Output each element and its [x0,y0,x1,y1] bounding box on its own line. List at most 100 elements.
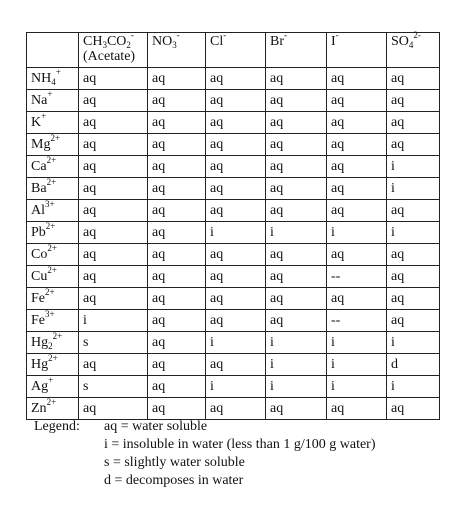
solubility-cell: aq [205,397,266,420]
cation-charge: 2+ [47,264,57,275]
cation-cell: Fe3+ [26,309,79,332]
anion-charge: - [335,30,339,40]
solubility-cell: i [205,331,266,354]
solubility-cell: aq [78,89,148,112]
solubility-cell: aq [265,309,327,332]
legend-item: s = slightly water soluble [104,455,245,470]
cation-charge: 2+ [46,176,57,187]
solubility-cell: aq [386,67,440,90]
table-row: K+ aq aq aq aq aq aq [26,111,440,134]
cation-charge: 2+ [47,242,57,253]
anion-common-name: (Acetate) [83,49,136,64]
table-row: Hg2+ aq aq aq i i d [26,352,440,376]
cation-charge: 2+ [52,330,63,341]
solubility-cell: i [326,375,387,398]
solubility-cell: i [386,177,440,200]
solubility-cell: aq [205,155,266,178]
anion-charge: - [130,30,134,40]
solubility-cell: aq [265,67,327,90]
solubility-cell: aq [147,89,206,112]
cation-symbol: Fe [31,312,45,328]
solubility-cell: aq [326,133,387,156]
cation-symbol: Co [31,246,48,262]
anion-charge: - [223,30,227,40]
solubility-cell: aq [205,111,266,134]
anion-symbol: I [331,34,336,49]
anion-header-cell: I- [326,30,387,68]
cation-symbol: Fe [31,290,45,306]
solubility-cell: aq [205,89,266,112]
solubility-cell: aq [265,265,327,288]
solubility-cell: aq [326,89,387,112]
solubility-cell: aq [147,309,206,332]
legend-item: aq = water soluble [104,419,208,434]
anion-header-cell: Br- [265,31,327,68]
legend-title: Legend: [34,419,80,434]
solubility-cell: aq [326,199,387,222]
solubility-cell: d [386,353,440,376]
solubility-cell: aq [386,265,440,288]
solubility-cell: aq [78,265,148,288]
solubility-cell: aq [326,155,387,178]
table-row: Fe3+ i aq aq aq -- aq [26,309,440,332]
table-row: Mg2+ aq aq aq aq aq aq [26,133,440,156]
solubility-cell: aq [147,265,206,288]
solubility-cell: aq [78,353,148,376]
cation-cell: Co2+ [26,242,79,266]
cation-cell: Ag+ [26,375,79,398]
solubility-cell: -- [326,309,387,332]
cation-charge: 2+ [48,352,58,363]
solubility-cell: i [265,221,327,244]
cation-cell: Hg22+ [26,330,79,354]
cation-symbol: Ca [31,158,47,174]
cation-symbol: Cu [31,268,48,284]
table-row: Ca2+ aq aq aq aq aq i [26,155,440,178]
solubility-cell: aq [205,177,266,200]
solubility-cell: i [386,331,440,354]
table-row: NH4+ aq aq aq aq aq aq [26,67,440,90]
cation-symbol: Al [31,202,45,218]
solubility-cell: i [326,353,387,376]
cation-cell: Ba2+ [26,176,79,200]
solubility-cell: aq [386,287,440,310]
solubility-cell: aq [78,287,148,310]
solubility-cell: -- [326,265,387,288]
solubility-cell: aq [326,243,387,266]
solubility-cell: aq [78,397,148,420]
solubility-cell: aq [386,397,440,420]
table-row: Co2+ aq aq aq aq aq aq [26,242,440,266]
cation-symbol: Hg [31,334,49,350]
solubility-cell: aq [147,199,206,222]
table-row: Ba2+ aq aq aq aq aq i [26,176,440,200]
solubility-cell: i [205,375,266,398]
solubility-cell: aq [326,67,387,90]
anion-header-cell: Cl- [205,30,266,68]
solubility-cell: aq [205,133,266,156]
anion-symbol: Cl [210,34,224,49]
solubility-table: CH3CO2- (Acetate) NO3- Cl- Br- I- SO42- NH4+ aq… [26,30,440,420]
solubility-cell: aq [386,309,440,332]
cation-charge: 2+ [45,286,55,297]
cation-cell: Mg2+ [26,133,79,156]
cation-cell: NH4+ [26,67,79,90]
cation-symbol: K [31,114,42,130]
solubility-cell: aq [386,199,440,222]
table-corner-cell [26,32,79,68]
solubility-cell: aq [78,221,148,244]
solubility-cell: aq [386,89,440,112]
solubility-cell: i [386,155,440,178]
anion-symbol: Br [270,34,284,49]
cation-cell: Ca2+ [26,155,79,178]
cation-cell: K+ [26,111,79,134]
cation-cell: Hg2+ [26,352,79,376]
solubility-cell: aq [265,133,327,156]
solubility-cell: aq [78,67,148,90]
cation-cell: Pb2+ [26,221,79,244]
table-row: Pb2+ aq aq i i i i [26,221,440,244]
solubility-cell: aq [147,67,206,90]
cation-cell: Al3+ [26,199,79,222]
solubility-cell: aq [78,199,148,222]
solubility-cell: aq [265,243,327,266]
table-body: NH4+ aq aq aq aq aq aq Na+ aq aq aq aq aq aq K+ aq aq aq a… [26,67,440,420]
solubility-cell: aq [265,177,327,200]
